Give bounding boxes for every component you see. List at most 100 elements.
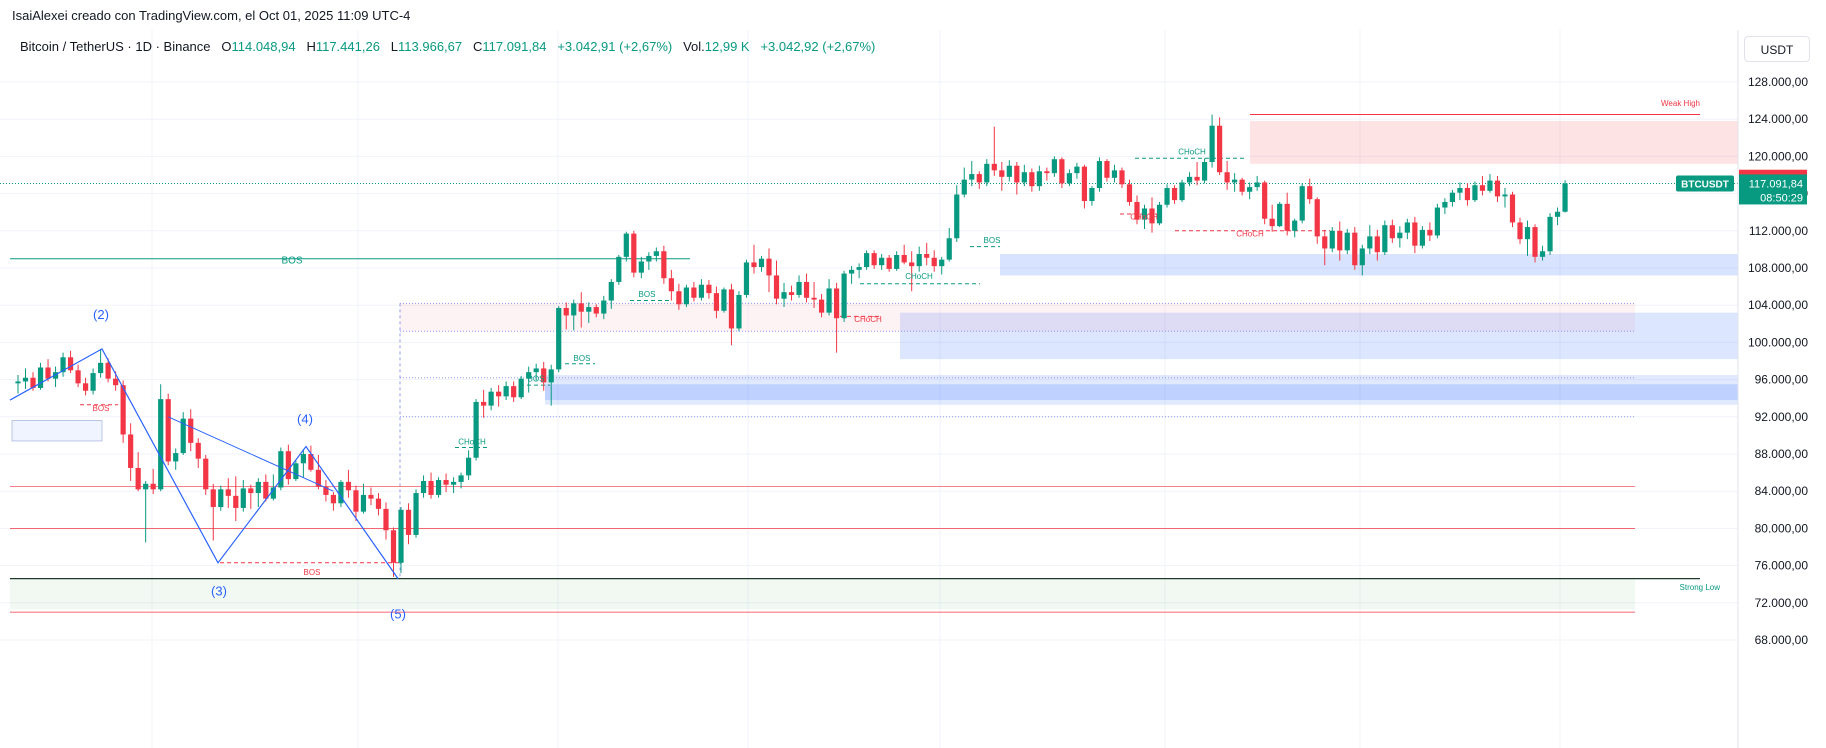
candle-body [1359, 248, 1365, 266]
candle-body [1149, 208, 1155, 224]
candle-body [1367, 236, 1373, 249]
legend-vol-change: +3.042,92 (+2,67%) [760, 39, 876, 54]
candle-body [781, 292, 787, 299]
candle-body [30, 377, 36, 388]
legend-change: +3.042,91 (+2,67%) [557, 39, 673, 54]
candle-body [1427, 229, 1433, 236]
last-price-tag [1739, 174, 1807, 205]
candle-body [1134, 201, 1140, 220]
candle-body [766, 258, 772, 276]
candle-body [1201, 161, 1208, 181]
candle-body [1096, 161, 1103, 189]
price-axis[interactable]: 128.000,00124.000,00120.000,00116.000,00… [1676, 30, 1808, 748]
candle-body [1487, 180, 1493, 191]
candle-body [67, 357, 74, 371]
candle-body [1089, 188, 1095, 202]
candle-body [871, 253, 877, 266]
candle-body [413, 493, 419, 535]
candle-body [383, 508, 389, 531]
candle-body [916, 254, 922, 267]
candle-body [188, 418, 194, 443]
candle-body [1524, 227, 1531, 240]
candle-body [375, 498, 382, 509]
candle-body [113, 378, 119, 386]
candle-body [668, 278, 674, 292]
price-tick-label: 108.000,00 [1748, 261, 1808, 275]
candle-body [1434, 207, 1440, 236]
candle-body [180, 418, 186, 454]
candle-body [909, 262, 915, 267]
candle-body [315, 469, 321, 487]
candle-body [323, 486, 329, 495]
candle-body [338, 481, 344, 504]
candle-body [1141, 208, 1148, 220]
candle-body [691, 287, 697, 298]
candle-body [976, 174, 982, 183]
bos-label: BOS [639, 290, 656, 299]
candle-body [721, 289, 727, 311]
candle-body [1044, 171, 1050, 174]
candle-body [466, 457, 472, 476]
candle-body [984, 163, 990, 183]
choch-label: CHoCH [854, 315, 882, 324]
candle-body [390, 530, 397, 563]
candle-body [458, 475, 464, 482]
candle-body [1029, 172, 1035, 187]
candle-body [773, 275, 780, 299]
candle-body [1209, 125, 1215, 162]
candle-body [969, 174, 975, 180]
candle-body [1442, 201, 1448, 208]
weak-high-zone [1250, 121, 1738, 164]
candle-body [225, 489, 231, 496]
legend-symbol: Bitcoin / TetherUS · 1D · Binance [20, 39, 211, 54]
candlestick-series [15, 114, 1568, 577]
candle-body [864, 253, 870, 268]
candle-body [368, 494, 374, 499]
candle-body [954, 194, 960, 239]
price-tick-label: 128.000,00 [1748, 75, 1808, 89]
candle-body [1111, 170, 1118, 178]
candle-body [1329, 230, 1335, 249]
candle-body [548, 369, 554, 383]
price-tick-label: 72.000,00 [1755, 596, 1809, 610]
candle-body [1171, 188, 1178, 201]
demand-zone [11, 420, 103, 442]
candle-body [345, 481, 352, 491]
candle-body [150, 483, 156, 490]
candle-body [736, 294, 742, 329]
candle-body [255, 481, 261, 494]
candle-body [1314, 199, 1320, 237]
candle-body [1014, 165, 1020, 183]
candle-body [37, 367, 44, 388]
candle-body [428, 480, 434, 495]
candle-body [1307, 186, 1313, 200]
wave-label: (3) [211, 583, 227, 598]
candle-body [308, 454, 314, 470]
candle-body [173, 453, 179, 462]
candle-body [698, 284, 705, 298]
candle-body [293, 463, 299, 480]
countdown-timer: 08:50:29 [1760, 192, 1803, 204]
candle-body [1232, 179, 1238, 183]
candle-body [203, 458, 209, 490]
candle-body [443, 480, 449, 485]
candle-body [1562, 183, 1568, 212]
candle-body [1269, 218, 1275, 227]
candle-body [1292, 220, 1298, 231]
candle-body [1074, 166, 1080, 174]
candle-body [1126, 184, 1133, 202]
candle-body [1156, 204, 1163, 224]
candle-body [924, 254, 930, 258]
candle-body [300, 454, 306, 464]
legend-close: 117.091,84 [482, 39, 547, 54]
currency-unit-button[interactable]: USDT [1744, 36, 1810, 62]
candle-body [263, 481, 269, 499]
candle-body [98, 362, 104, 374]
price-tick-label: 88.000,00 [1755, 447, 1809, 461]
candle-body [120, 385, 126, 435]
candle-body [22, 377, 29, 382]
candle-body [796, 281, 802, 295]
candle-body [803, 281, 810, 298]
candle-body [233, 495, 239, 508]
